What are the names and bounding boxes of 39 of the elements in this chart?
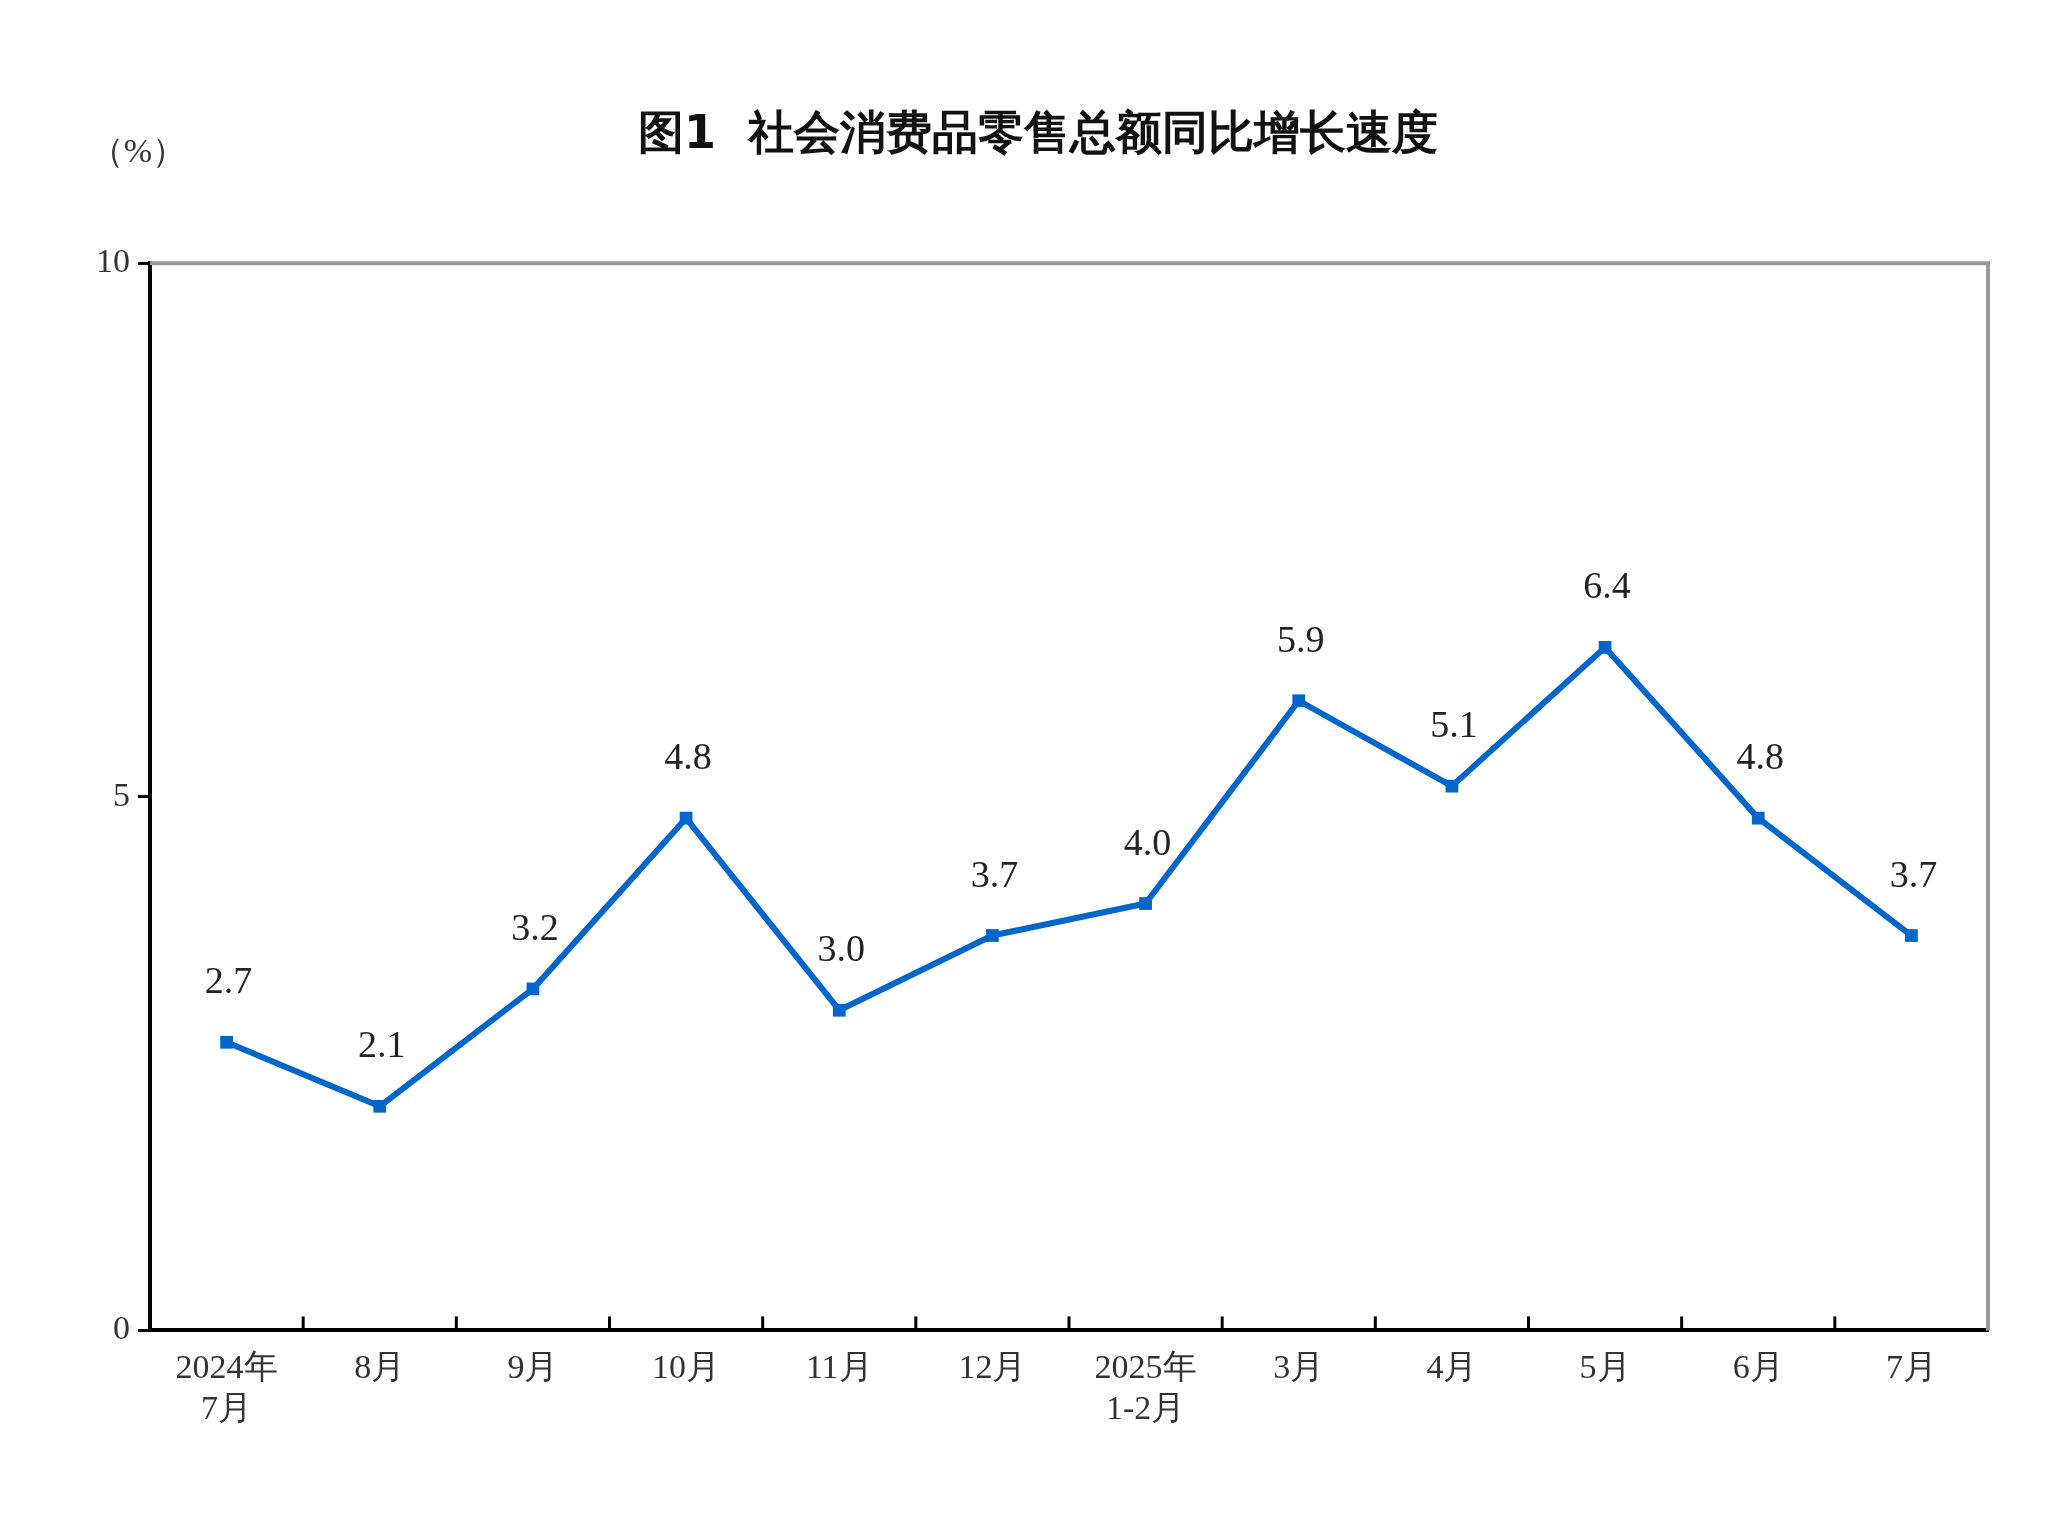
x-tick-label: 11月 <box>805 1347 873 1385</box>
point <box>220 1035 233 1049</box>
point <box>832 1003 846 1017</box>
point <box>373 1099 387 1113</box>
x-tick-label: 4月 <box>1426 1347 1478 1385</box>
x-tick-label: 7月 <box>1885 1347 1937 1385</box>
x-tick-label: 8月 <box>354 1347 406 1385</box>
x-tick-label: 5月 <box>1579 1347 1631 1385</box>
x-tick-label: 2024年 7月 <box>175 1347 278 1426</box>
data-label: 2.7 <box>204 959 253 1002</box>
point <box>1598 641 1612 654</box>
point <box>679 811 693 825</box>
point <box>1905 929 1918 942</box>
data-label: 4.8 <box>664 735 712 778</box>
x-tick-label: 12月 <box>958 1347 1027 1385</box>
y-tick-label: 5 <box>113 775 130 813</box>
data-label: 6.4 <box>1583 564 1631 607</box>
x-tick-label: 2025年 1-2月 <box>1094 1347 1197 1426</box>
data-label: 5.9 <box>1277 617 1325 660</box>
point <box>986 929 999 942</box>
chart-title: 图1 社会消费品零售总额同比增长速度 <box>637 104 1439 159</box>
point <box>1292 694 1306 708</box>
x-tick-label: 3月 <box>1273 1347 1325 1385</box>
data-label: 4.8 <box>1736 735 1784 778</box>
data-label: 3.7 <box>970 852 1019 895</box>
x-tick-label: 10月 <box>652 1347 721 1385</box>
data-label: 3.0 <box>817 927 865 970</box>
y-tick-label: 10 <box>96 242 130 280</box>
point <box>1139 897 1152 910</box>
x-tick-label: 6月 <box>1732 1347 1784 1385</box>
point <box>1751 811 1765 825</box>
x-tick-label: 9月 <box>507 1347 559 1385</box>
data-label: 3.7 <box>1889 852 1938 895</box>
data-label: 4.0 <box>1123 820 1172 863</box>
data-label: 2.1 <box>358 1023 406 1066</box>
y-axis-title: （%） <box>89 131 187 169</box>
data-label: 3.2 <box>511 905 559 948</box>
y-tick-label: 0 <box>113 1309 130 1347</box>
data-label: 5.1 <box>1430 703 1478 746</box>
